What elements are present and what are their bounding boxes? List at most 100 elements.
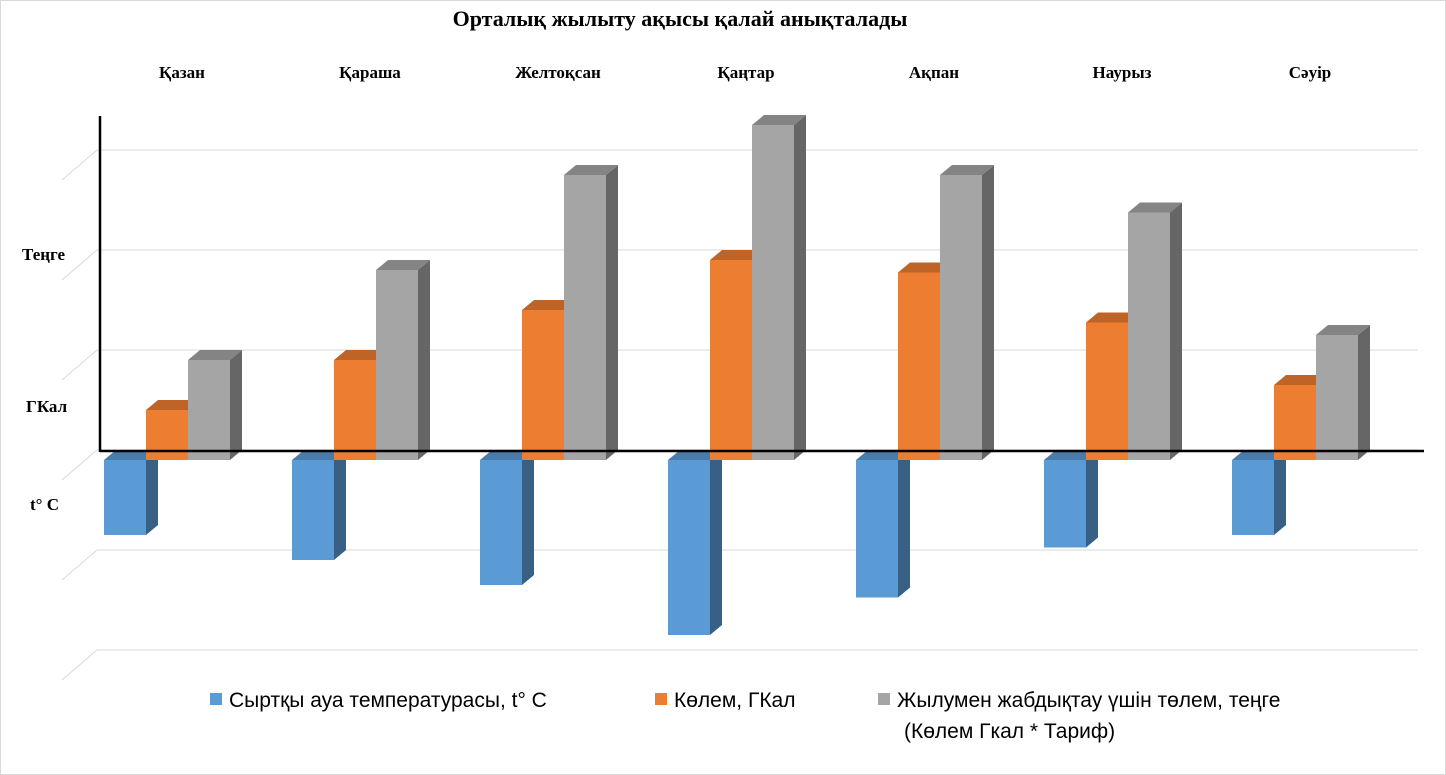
bar-series-2 (1316, 325, 1370, 460)
bar-series-1-front (1086, 322, 1128, 460)
bar-series-1-front (710, 260, 752, 460)
bar-series-0 (668, 450, 722, 635)
gridline-perspective (61, 249, 98, 281)
bar-series-0 (292, 450, 346, 560)
bar-series-0-front (1044, 460, 1086, 548)
bar-series-1-front (146, 410, 188, 460)
bar-series-2 (188, 350, 242, 460)
axis-label-upper: Теңге (22, 245, 66, 264)
bar-series-0-side (1086, 450, 1098, 548)
bar-series-0-front (104, 460, 146, 535)
bar-series-0-front (1232, 460, 1274, 535)
bar-series-2 (376, 260, 430, 460)
bar-series-0-side (146, 450, 158, 535)
bar-series-2-side (1170, 202, 1182, 460)
bar-series-0-top (292, 450, 346, 460)
bar-series-0-front (292, 460, 334, 560)
bar-series-2-side (794, 115, 806, 460)
category-label: Қазан (159, 63, 205, 82)
bar-series-0-top (1044, 450, 1098, 460)
bar-series-1-top (898, 262, 952, 273)
bar-series-1-top (146, 400, 200, 410)
axis-label-lower: t° C (30, 495, 59, 514)
bar-series-1-top (710, 250, 764, 260)
legend-entry: Сыртқы ауа температурасы, t° C (229, 689, 547, 712)
bar-series-2-side (982, 165, 994, 460)
bar-series-1-top (334, 350, 388, 360)
bar-series-2-front (1128, 212, 1170, 460)
category-label: Сәуір (1289, 63, 1332, 82)
bar-series-0-top (1232, 450, 1286, 460)
legend-entry-line2: (Көлем Гкал * Тариф) (904, 720, 1115, 743)
axes (98, 116, 1424, 453)
bar-series-2-front (564, 175, 606, 460)
category-labels: Қазан Қараша Желтоқсан Қаңтар Ақпан Наурыз Сәу… (159, 63, 1331, 82)
chart-title: Орталық жылыту ақысы қалай анықталады (453, 6, 908, 31)
category-label: Наурыз (1093, 63, 1152, 82)
legend-swatch (655, 693, 667, 705)
bar-series-2-front (188, 360, 230, 460)
bar-series-1-front (1274, 385, 1316, 460)
bar-series-0-top (856, 450, 910, 460)
bar-series-2-top (1128, 202, 1182, 213)
bar-series-2-front (940, 175, 982, 460)
bar-series-2-front (1316, 335, 1358, 460)
bar-series-0-top (480, 450, 534, 460)
bar-series-1-front (522, 310, 564, 460)
bar-series-0-front (668, 460, 710, 635)
bar-series-0 (1232, 450, 1286, 535)
bar-series-0-front (480, 460, 522, 585)
bar-series-2 (564, 165, 618, 460)
bar-series-2-top (940, 165, 994, 175)
category-label: Ақпан (909, 63, 959, 82)
bar-series-0 (480, 450, 534, 585)
bar-series-1-top (1086, 312, 1140, 323)
bars (104, 115, 1370, 635)
gridline-perspective (61, 149, 98, 181)
bar-series-2-side (606, 165, 618, 460)
bar-series-2-side (1358, 325, 1370, 460)
legend: Сыртқы ауа температурасы, t° C Көлем, ГКа… (210, 689, 1280, 743)
bar-series-0 (1044, 450, 1098, 548)
bar-series-0-side (334, 450, 346, 560)
bar-series-0-side (898, 450, 910, 598)
bar-series-0-side (1274, 450, 1286, 535)
gridline-perspective (61, 549, 98, 581)
bar-series-2-side (230, 350, 242, 460)
legend-swatch (878, 693, 890, 705)
axis-label-middle: ГКал (26, 397, 68, 416)
bar-series-2-side (418, 260, 430, 460)
bar-series-2 (1128, 202, 1182, 460)
category-label: Қараша (339, 63, 401, 82)
bar-series-0-side (522, 450, 534, 585)
category-label: Қаңтар (717, 63, 774, 82)
gridline-perspective (61, 349, 98, 381)
bar-series-0-side (710, 450, 722, 635)
bar-series-2-top (376, 260, 430, 270)
bar-series-2-front (376, 270, 418, 460)
bar-series-2-top (752, 115, 806, 125)
bar-series-1-top (522, 300, 576, 310)
bar-series-2 (752, 115, 806, 460)
legend-entry: Көлем, ГКал (674, 689, 796, 712)
bar-series-2-front (752, 125, 794, 460)
bar-series-0-top (668, 450, 722, 460)
gridline-perspective (61, 649, 98, 681)
bar-series-2-top (188, 350, 242, 360)
bar-series-0 (856, 450, 910, 598)
category-label: Желтоқсан (515, 63, 601, 82)
legend-entry: Жылумен жабдықтау үшін төлем, теңге (897, 689, 1280, 712)
axis-labels: Теңге ГКал t° C (22, 245, 68, 514)
bar-series-0-top (104, 450, 158, 460)
bar-series-2-top (564, 165, 618, 175)
legend-swatch (210, 693, 222, 705)
bar-series-0 (104, 450, 158, 535)
bar-series-0-front (856, 460, 898, 598)
bar-series-2 (940, 165, 994, 460)
bar-series-1-top (1274, 375, 1328, 385)
bar-series-2-top (1316, 325, 1370, 335)
bar-series-1-front (898, 272, 940, 460)
gridline-perspective (61, 449, 98, 481)
bar-series-1-front (334, 360, 376, 460)
